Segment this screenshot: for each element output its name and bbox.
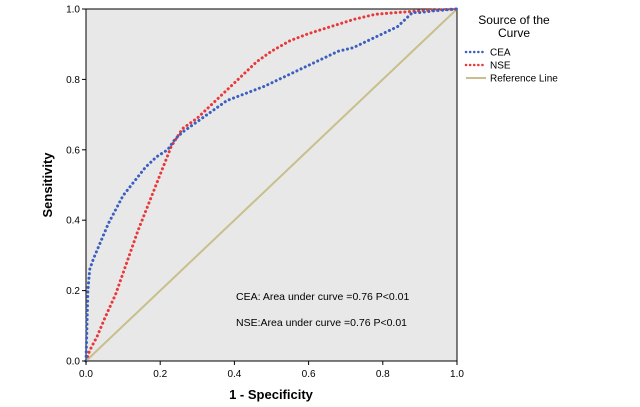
y-tick-label: 0.8 xyxy=(66,75,80,86)
annotation-cea: CEA: Area under curve =0.76 P<0.01 xyxy=(236,291,410,303)
legend-label-nse: NSE xyxy=(490,61,511,72)
x-axis-title: 1 - Specificity xyxy=(229,387,314,402)
ticks-layer: 0.0 0.2 0.4 0.6 0.8 1.0 0.0 0.2 0.4 0.6 0.8 1.0 xyxy=(66,5,464,381)
x-tick-label: 1.0 xyxy=(450,369,464,380)
legend-title-line-2: Curve xyxy=(498,26,530,40)
x-tick-label: 0.4 xyxy=(227,369,241,380)
legend-items: CEA NSE Reference Line xyxy=(464,48,558,85)
annotation-nse: NSE:Area under curve =0.76 P<0.01 xyxy=(236,317,407,329)
y-tick-label: 0.2 xyxy=(66,286,80,297)
y-tick-label: 0.0 xyxy=(66,357,80,368)
series-line-nse xyxy=(84,7,459,363)
legend-label-reference-line: Reference Line xyxy=(490,74,558,85)
y-axis-title: Sensitivity xyxy=(40,152,55,218)
x-tick-label: 0.6 xyxy=(302,369,316,380)
series-line-cea xyxy=(84,7,459,363)
y-tick-label: 0.4 xyxy=(66,216,80,227)
x-tick-label: 0.0 xyxy=(79,369,93,380)
series-line-reference-line xyxy=(85,8,458,362)
legend-title-line-1: Source of the xyxy=(478,13,550,27)
series-layer xyxy=(84,7,459,363)
x-tick-label: 0.2 xyxy=(153,369,167,380)
x-tick-label: 0.8 xyxy=(376,369,390,380)
legend: Source of the Curve CEA NSE Reference Line xyxy=(464,13,558,85)
y-tick-label: 1.0 xyxy=(66,5,80,16)
legend-label-cea: CEA xyxy=(490,48,511,59)
y-tick-label: 0.6 xyxy=(66,145,80,156)
